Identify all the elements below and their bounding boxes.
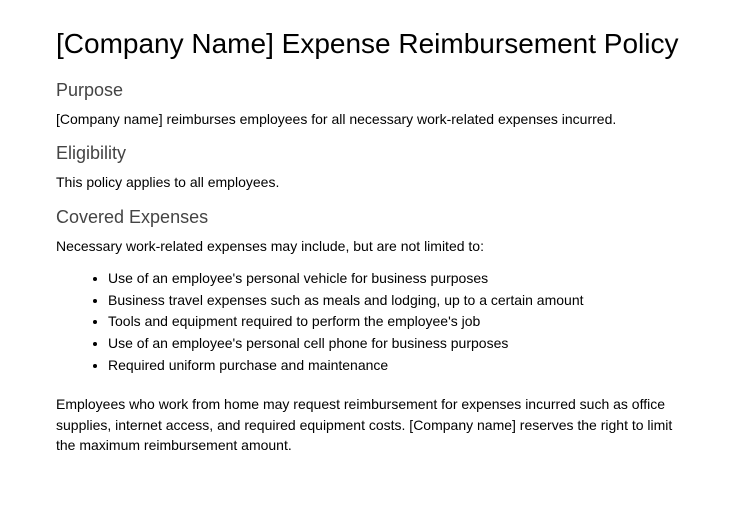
list-item: Business travel expenses such as meals a… bbox=[108, 290, 694, 312]
document-title: [Company Name] Expense Reimbursement Pol… bbox=[56, 28, 694, 60]
list-item: Tools and equipment required to perform … bbox=[108, 311, 694, 333]
list-item: Use of an employee's personal vehicle fo… bbox=[108, 268, 694, 290]
section-heading-eligibility: Eligibility bbox=[56, 143, 694, 164]
section-body-eligibility: This policy applies to all employees. bbox=[56, 172, 694, 192]
section-wfh-note: Employees who work from home may request… bbox=[56, 394, 694, 455]
section-heading-covered: Covered Expenses bbox=[56, 207, 694, 228]
list-item: Required uniform purchase and maintenanc… bbox=[108, 355, 694, 377]
covered-expenses-list: Use of an employee's personal vehicle fo… bbox=[56, 268, 694, 376]
section-body-purpose: [Company name] reimburses employees for … bbox=[56, 109, 694, 129]
list-item: Use of an employee's personal cell phone… bbox=[108, 333, 694, 355]
section-heading-purpose: Purpose bbox=[56, 80, 694, 101]
section-intro-covered: Necessary work-related expenses may incl… bbox=[56, 236, 694, 256]
